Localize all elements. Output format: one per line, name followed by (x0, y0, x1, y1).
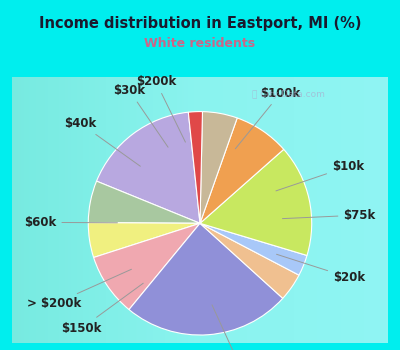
Text: $60k: $60k (24, 216, 118, 229)
Wedge shape (200, 223, 307, 275)
Text: > $200k: > $200k (27, 269, 132, 310)
Text: ⓒ City-Data.com: ⓒ City-Data.com (252, 90, 325, 99)
Text: $20k: $20k (276, 254, 365, 284)
Wedge shape (96, 112, 200, 223)
Wedge shape (88, 223, 200, 258)
Wedge shape (200, 112, 237, 223)
Wedge shape (88, 181, 200, 223)
Text: $10k: $10k (276, 160, 364, 191)
Text: Income distribution in Eastport, MI (%): Income distribution in Eastport, MI (%) (39, 16, 361, 31)
Wedge shape (200, 118, 284, 223)
Wedge shape (188, 112, 202, 223)
Text: $40k: $40k (64, 117, 140, 166)
Wedge shape (200, 223, 299, 298)
Wedge shape (200, 149, 312, 256)
Text: $75k: $75k (282, 209, 376, 222)
Wedge shape (94, 223, 200, 309)
Wedge shape (129, 223, 283, 335)
Text: $200k: $200k (136, 75, 186, 142)
Text: White residents: White residents (144, 37, 256, 50)
Text: $125k: $125k (212, 305, 260, 350)
Text: $100k: $100k (235, 86, 301, 149)
Text: $150k: $150k (62, 283, 143, 335)
Text: $30k: $30k (113, 84, 168, 147)
